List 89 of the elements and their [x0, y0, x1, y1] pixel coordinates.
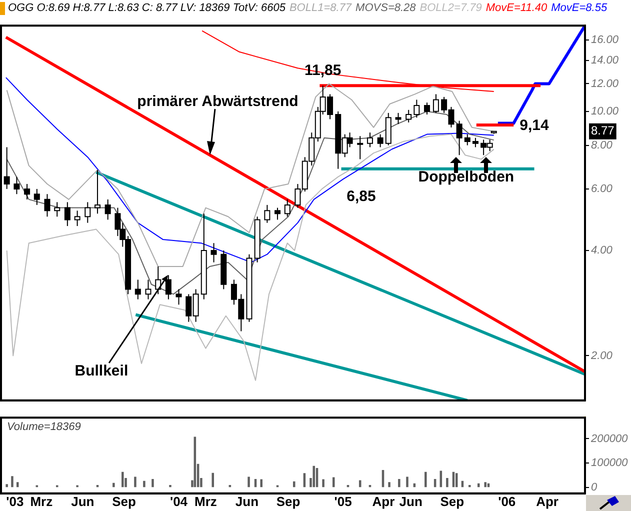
x-tick-label: Mrz — [194, 494, 218, 509]
candlestick — [456, 120, 462, 156]
bar — [112, 482, 115, 488]
candlestick — [464, 134, 470, 146]
candlestick — [104, 198, 111, 220]
candlestick — [54, 202, 60, 218]
candlestick — [24, 183, 30, 200]
candlestick — [406, 109, 412, 123]
text: MOVS=8.28 — [356, 2, 416, 14]
text: MovE=8.55 — [551, 2, 608, 14]
bar — [152, 478, 154, 488]
y-tick-label: 2.00 — [590, 350, 614, 362]
bar — [446, 478, 448, 488]
y-tick-label: 100000 — [591, 457, 629, 470]
bar — [143, 480, 146, 488]
candlestick — [94, 169, 101, 214]
y-tick-label: 12.00 — [591, 78, 620, 90]
candlestick — [165, 274, 172, 300]
annotation: 6,85 — [346, 188, 376, 205]
x-tick-label: Mrz — [30, 494, 54, 509]
x-tick-label: Apr — [536, 494, 558, 509]
candlestick — [145, 279, 152, 300]
candlestick — [210, 242, 217, 263]
bar — [484, 482, 486, 488]
annotation: primärer Abwärtstrend — [137, 93, 298, 110]
x-tick-label: Sep — [276, 494, 300, 509]
candlestick — [4, 146, 10, 190]
candlestick — [64, 202, 70, 227]
x-tick-label: '04 — [170, 494, 188, 509]
x-tick-label: Jun — [71, 494, 94, 509]
y-tick-label: 4.00 — [591, 244, 614, 257]
bar — [11, 476, 14, 488]
bar — [292, 481, 296, 488]
annotation: Doppelboden — [418, 168, 514, 186]
y-tick-label: 14.00 — [591, 54, 620, 66]
bar — [398, 478, 400, 488]
bar — [322, 479, 324, 488]
candlestick — [134, 279, 141, 300]
x-tick-label: '03 — [6, 494, 24, 509]
candlestick — [274, 207, 281, 220]
bar — [248, 476, 250, 488]
text: MovE=11.40 — [486, 2, 548, 14]
bar — [6, 484, 8, 488]
bar — [134, 476, 136, 488]
bar — [388, 482, 390, 488]
candlestick — [74, 210, 80, 227]
candlestick — [424, 102, 430, 115]
bar — [332, 477, 335, 488]
x-tick-label: '06 — [498, 494, 516, 509]
candlestick — [264, 204, 270, 224]
x-tick-label: Apr — [372, 494, 395, 509]
y-tick-label: 0 — [591, 481, 598, 494]
candlestick — [432, 94, 439, 114]
candlestick — [44, 194, 50, 218]
chart-title: Volume=18369 — [7, 421, 81, 434]
candlestick — [414, 99, 420, 118]
x-tick-label: Sep — [440, 494, 464, 509]
text: BOLL2=7.79 — [420, 2, 482, 14]
y-tick-label: 200000 — [590, 432, 629, 445]
bar — [212, 472, 214, 488]
bar — [122, 472, 124, 488]
annotation: 9,14 — [520, 117, 550, 134]
candlestick — [176, 288, 182, 306]
y-tick-label: 8.00 — [591, 139, 614, 152]
bar — [312, 466, 316, 488]
chart-title: OGG O:8.69 H:8.77 L:8.63 C: 8.77 LV: 18369 TotV: 6605 — [8, 2, 286, 14]
bar — [424, 472, 427, 488]
candlestick — [357, 136, 364, 160]
candlestick — [34, 188, 40, 206]
y-tick-label: 10.00 — [591, 105, 620, 118]
bar — [260, 479, 262, 488]
text: 8.77 — [591, 124, 615, 138]
bar — [406, 476, 408, 488]
text: BOLL1=8.77 — [289, 2, 352, 14]
candlestick — [155, 266, 162, 295]
y-tick-label: 16.00 — [591, 34, 620, 46]
x-tick-label: Jun — [399, 494, 422, 509]
candlestick — [366, 132, 373, 148]
candlestick — [284, 198, 290, 218]
candlestick — [14, 176, 20, 195]
candlestick — [377, 134, 384, 148]
candlestick — [395, 112, 402, 125]
candlestick — [472, 137, 478, 148]
y-tick-label: 6.00 — [591, 183, 614, 196]
x-tick-label: '05 — [334, 494, 352, 509]
annotation: Bullkeil — [74, 362, 128, 380]
x-tick-label: Sep — [112, 494, 136, 509]
x-tick-label: Jun — [235, 494, 259, 509]
candlestick — [84, 202, 91, 224]
